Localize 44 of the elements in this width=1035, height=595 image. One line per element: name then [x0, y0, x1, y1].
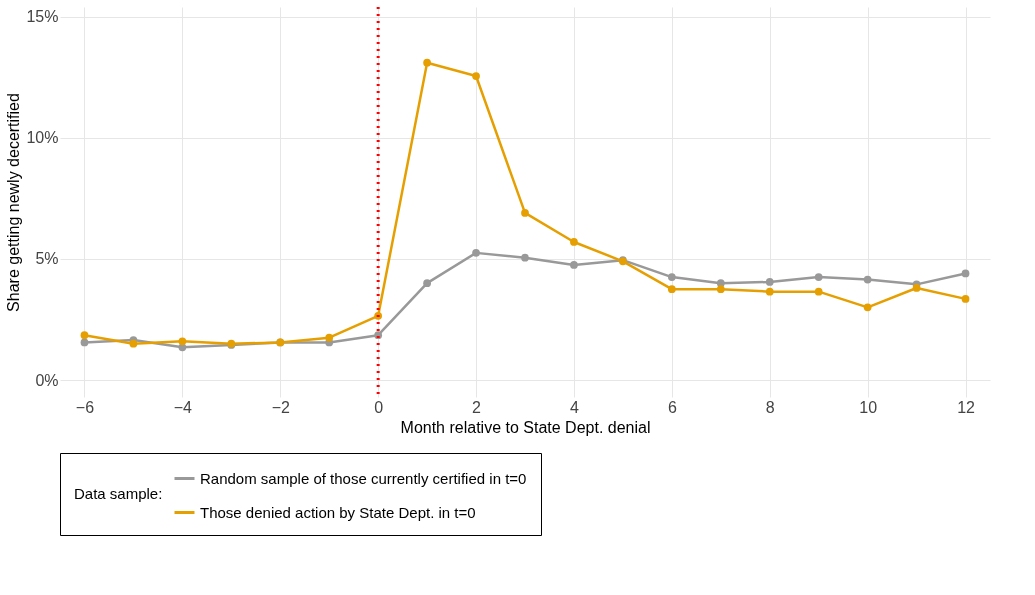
point — [472, 72, 480, 80]
y-tick-label: 10% — [26, 129, 59, 147]
x-tick-label: 0 — [374, 398, 384, 416]
point — [667, 285, 676, 294]
legend-label: Random sample of those currently certified in t=0 — [200, 469, 527, 487]
point — [912, 284, 921, 292]
x-tick-label: −6 — [75, 398, 95, 416]
x-axis-title: Month relative to State Dept. denial — [400, 418, 651, 436]
y-tick-label: 0% — [35, 371, 59, 389]
y-tick-label: 15% — [26, 8, 59, 26]
x-tick-label: 4 — [569, 398, 579, 416]
legend-label: Those denied action by State Dept. in t=0 — [200, 503, 476, 521]
point — [667, 273, 676, 281]
x-tick-label: −2 — [271, 398, 290, 416]
point — [521, 209, 529, 217]
x-tick-label: −4 — [173, 398, 193, 416]
point — [961, 269, 970, 278]
point — [472, 249, 480, 257]
x-tick-label: 6 — [667, 398, 677, 416]
point — [80, 338, 89, 347]
point — [765, 287, 774, 296]
point — [814, 287, 823, 296]
x-tick-label: 12 — [957, 398, 976, 416]
point — [570, 238, 578, 246]
point — [325, 333, 334, 342]
y-tick-label: 5% — [35, 250, 59, 268]
point — [521, 253, 529, 262]
point — [863, 303, 872, 312]
point — [178, 337, 187, 346]
x-tick-label: 2 — [472, 398, 482, 416]
point — [961, 295, 970, 303]
point — [863, 275, 872, 284]
point — [570, 261, 578, 269]
point — [129, 339, 138, 348]
point — [80, 331, 89, 340]
point — [814, 273, 823, 281]
point — [765, 278, 774, 286]
y-axis-title: Share getting newly decertified — [5, 93, 23, 312]
legend-title: Data sample: — [74, 485, 163, 502]
point — [423, 58, 431, 67]
point — [716, 285, 725, 294]
x-tick-label: 10 — [859, 398, 878, 416]
point — [423, 279, 431, 288]
x-tick-label: 8 — [765, 398, 775, 416]
